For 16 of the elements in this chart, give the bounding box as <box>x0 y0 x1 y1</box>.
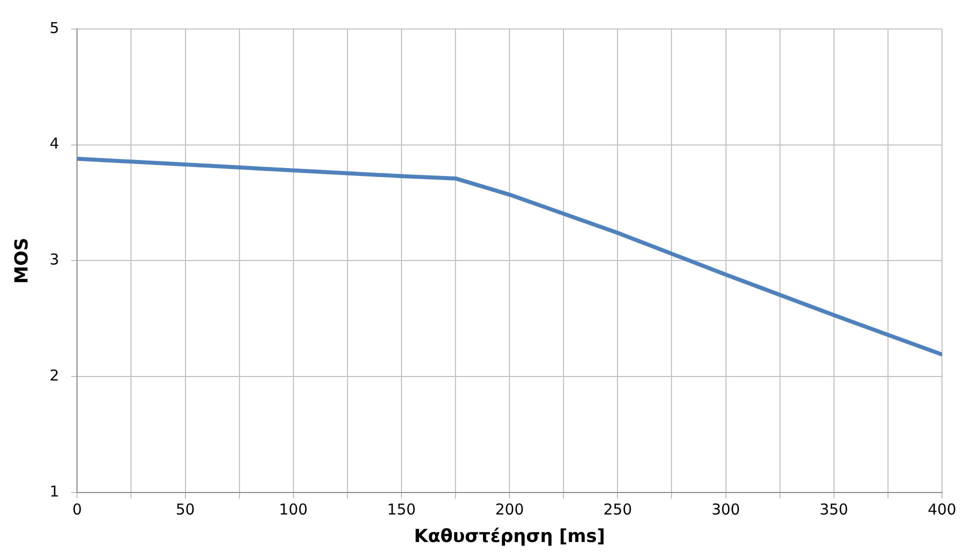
x-tick-label: 350 <box>820 500 848 518</box>
y-tick-label: 3 <box>50 250 60 269</box>
x-tick-label: 150 <box>387 500 416 518</box>
y-tick-label: 5 <box>50 18 60 37</box>
x-tick-label: 300 <box>711 500 740 518</box>
x-axis-title: Καθυστέρηση [ms] <box>414 526 606 547</box>
y-tick-label: 2 <box>50 366 60 384</box>
x-tick-label: 100 <box>279 500 308 518</box>
x-tick-label: 0 <box>72 500 82 518</box>
y-tick-label: 1 <box>50 482 60 500</box>
y-axis-title: MOS <box>11 238 32 284</box>
x-tick-label: 400 <box>928 500 956 518</box>
x-tick-label: 50 <box>176 500 195 518</box>
x-tick-label: 250 <box>603 500 632 518</box>
y-tick-label: 4 <box>50 134 60 153</box>
x-tick-label: 200 <box>495 500 524 518</box>
